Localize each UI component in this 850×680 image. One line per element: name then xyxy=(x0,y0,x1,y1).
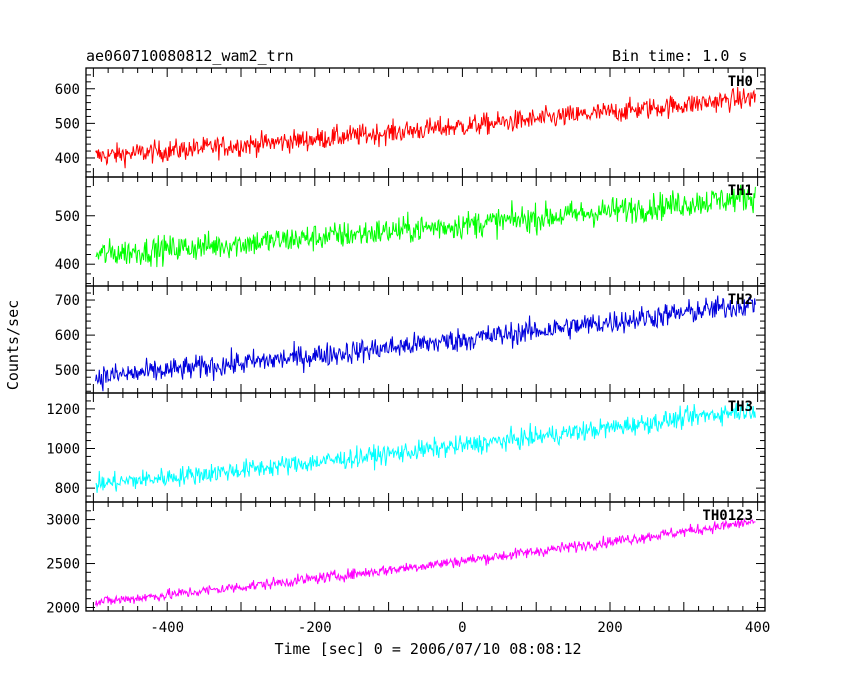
series-line-th2 xyxy=(95,295,756,392)
panel-label-th2: TH2 xyxy=(728,292,753,308)
y-tick-label: 700 xyxy=(55,293,80,309)
x-tick-label: 0 xyxy=(458,620,466,636)
y-tick-label: 1000 xyxy=(46,441,80,457)
y-tick-label: 800 xyxy=(55,481,80,497)
panel-label-th0123: TH0123 xyxy=(702,508,753,524)
panel-label-th1: TH1 xyxy=(728,183,753,199)
y-tick-label: 600 xyxy=(55,82,80,98)
x-tick-label: 400 xyxy=(745,620,770,636)
panel-frame-th0123 xyxy=(85,501,766,612)
y-tick-label: 2000 xyxy=(46,600,80,616)
y-tick-label: 500 xyxy=(55,363,80,379)
panel-label-th3: TH3 xyxy=(728,399,753,415)
series-line-th1 xyxy=(95,184,756,268)
y-tick-label: 500 xyxy=(55,116,80,132)
panel-frame-th1 xyxy=(85,176,766,287)
bin-time-label: Bin time: 1.0 s xyxy=(612,47,747,65)
series-line-th0 xyxy=(95,86,756,169)
x-tick-label: -400 xyxy=(150,620,184,636)
series-line-th3 xyxy=(95,402,756,493)
panel-frame-th2 xyxy=(85,285,766,394)
chart-title: ae060710080812_wam2_trn xyxy=(86,47,294,65)
panel-frame-th0 xyxy=(85,67,766,178)
panels-group: 400 500 600 TH0 400 500 TH1 500 600 700 TH2 800 1000… xyxy=(46,67,770,636)
y-tick-label: 400 xyxy=(55,257,80,273)
y-tick-label: 500 xyxy=(55,209,80,225)
x-axis-label: Time [sec] 0 = 2006/07/10 08:08:12 xyxy=(274,640,581,658)
y-tick-label: 400 xyxy=(55,151,80,167)
y-tick-label: 1200 xyxy=(46,402,80,418)
x-tick-label: 200 xyxy=(597,620,622,636)
y-tick-label: 2500 xyxy=(46,557,80,573)
y-tick-label: 3000 xyxy=(46,513,80,529)
x-tick-label: -200 xyxy=(298,620,332,636)
y-tick-label: 600 xyxy=(55,328,80,344)
panel-label-th0: TH0 xyxy=(728,74,753,90)
series-line-th0123 xyxy=(95,518,756,608)
y-axis-label: Counts/sec xyxy=(4,300,22,390)
